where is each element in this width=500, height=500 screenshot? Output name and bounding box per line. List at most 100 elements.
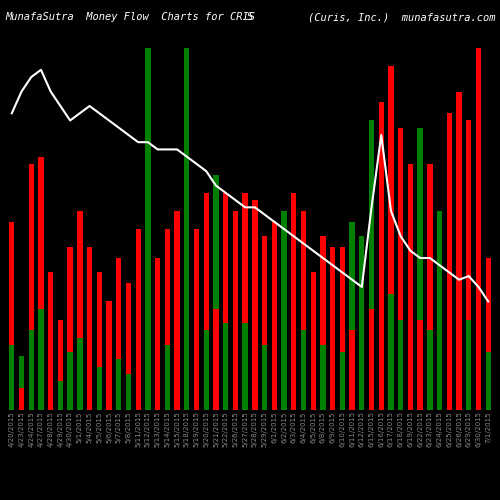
Bar [145,48,150,410]
Bar [155,360,160,410]
Bar [359,345,364,410]
Bar [330,247,336,410]
Bar [320,345,326,410]
Bar [398,128,404,410]
Bar [446,308,452,410]
Bar [136,345,141,410]
Bar [232,211,238,410]
Bar [204,330,209,410]
Bar [388,66,394,410]
Bar [164,345,170,410]
Bar [214,175,218,410]
Bar [87,247,92,410]
Bar [418,128,423,410]
Bar [242,323,248,410]
Bar [437,211,442,410]
Bar [486,258,491,410]
Bar [106,381,112,410]
Bar [77,338,82,410]
Bar [262,345,268,410]
Bar [242,193,248,410]
Bar [204,193,209,410]
Bar [282,323,286,410]
Bar [446,113,452,410]
Bar [320,236,326,410]
Bar [456,92,462,410]
Bar [476,284,481,410]
Bar [184,48,190,410]
Bar [378,102,384,410]
Bar [28,330,34,410]
Bar [126,284,131,410]
Bar [9,222,15,410]
Bar [427,164,432,410]
Bar [310,360,316,410]
Bar [38,156,44,410]
Bar [48,374,54,410]
Bar [340,247,345,410]
Bar [272,338,277,410]
Bar [19,356,24,410]
Bar [301,211,306,410]
Bar [116,258,121,410]
Bar [155,258,160,410]
Bar [272,222,277,410]
Bar [359,236,364,410]
Bar [184,284,190,410]
Bar [164,229,170,410]
Bar [301,330,306,410]
Text: (Curis, Inc.)  munafasutra.com: (Curis, Inc.) munafasutra.com [308,12,495,22]
Bar [418,320,423,410]
Bar [87,360,92,410]
Bar [77,211,82,410]
Bar [310,272,316,410]
Bar [291,193,296,410]
Bar [252,200,258,410]
Bar [369,308,374,410]
Bar [340,352,345,410]
Bar [408,330,413,410]
Bar [58,381,63,410]
Bar [174,211,180,410]
Bar [223,193,228,410]
Bar [48,272,54,410]
Bar [96,272,102,410]
Bar [9,345,15,410]
Bar [408,164,413,410]
Bar [427,330,432,410]
Bar [466,120,471,410]
Bar [19,388,24,410]
Bar [378,302,384,410]
Bar [398,320,404,410]
Bar [68,352,73,410]
Bar [136,229,141,410]
Bar [252,330,258,410]
Bar [456,302,462,410]
Bar [330,352,336,410]
Bar [350,222,355,410]
Bar [223,323,228,410]
Bar [116,360,121,410]
Bar [68,247,73,410]
Bar [58,320,63,410]
Bar [106,302,112,410]
Bar [486,352,491,410]
Bar [291,308,296,410]
Bar [214,308,218,410]
Bar [262,236,268,410]
Bar [174,338,180,410]
Bar [96,366,102,410]
Bar [38,308,44,410]
Bar [437,345,442,410]
Bar [194,229,199,410]
Bar [232,338,238,410]
Bar [145,302,150,410]
Bar [369,120,374,410]
Bar [350,330,355,410]
Text: S: S [247,12,253,22]
Bar [28,164,34,410]
Bar [476,48,481,410]
Bar [126,374,131,410]
Bar [388,294,394,410]
Bar [194,345,199,410]
